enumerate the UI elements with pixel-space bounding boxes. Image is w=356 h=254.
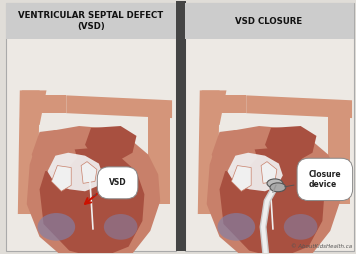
- Polygon shape: [51, 166, 71, 191]
- Polygon shape: [231, 166, 251, 191]
- Ellipse shape: [284, 214, 318, 240]
- Polygon shape: [20, 90, 47, 125]
- Polygon shape: [220, 148, 324, 254]
- Polygon shape: [33, 95, 66, 113]
- Ellipse shape: [270, 183, 286, 192]
- Text: Catheter: Catheter: [0, 253, 1, 254]
- Bar: [6, 3, 176, 39]
- Polygon shape: [27, 126, 160, 254]
- Text: VSD: VSD: [93, 178, 126, 196]
- Polygon shape: [328, 108, 350, 204]
- Polygon shape: [47, 153, 103, 191]
- Polygon shape: [40, 148, 145, 254]
- Bar: [185, 3, 354, 39]
- Bar: [6, 3, 176, 251]
- Bar: [176, 2, 186, 251]
- Polygon shape: [18, 90, 40, 214]
- Polygon shape: [227, 153, 283, 191]
- Polygon shape: [66, 95, 172, 118]
- Polygon shape: [261, 162, 277, 183]
- Ellipse shape: [38, 213, 75, 241]
- Polygon shape: [265, 126, 316, 162]
- Bar: [185, 3, 354, 251]
- Text: VSD CLOSURE: VSD CLOSURE: [235, 17, 303, 26]
- Polygon shape: [85, 126, 136, 162]
- Text: VENTRICULAR SEPTAL DEFECT
(VSD): VENTRICULAR SEPTAL DEFECT (VSD): [19, 11, 164, 31]
- Polygon shape: [214, 95, 246, 113]
- Ellipse shape: [267, 179, 283, 188]
- Text: © AboutKidsHealth.ca: © AboutKidsHealth.ca: [291, 244, 352, 249]
- Polygon shape: [81, 162, 97, 183]
- Polygon shape: [148, 108, 170, 204]
- Text: Closure
device: Closure device: [284, 170, 341, 189]
- Polygon shape: [246, 95, 352, 118]
- Polygon shape: [207, 126, 340, 254]
- Polygon shape: [32, 130, 77, 171]
- Polygon shape: [211, 130, 257, 171]
- Polygon shape: [198, 90, 220, 214]
- Polygon shape: [200, 90, 226, 125]
- Ellipse shape: [218, 213, 255, 241]
- Ellipse shape: [104, 214, 137, 240]
